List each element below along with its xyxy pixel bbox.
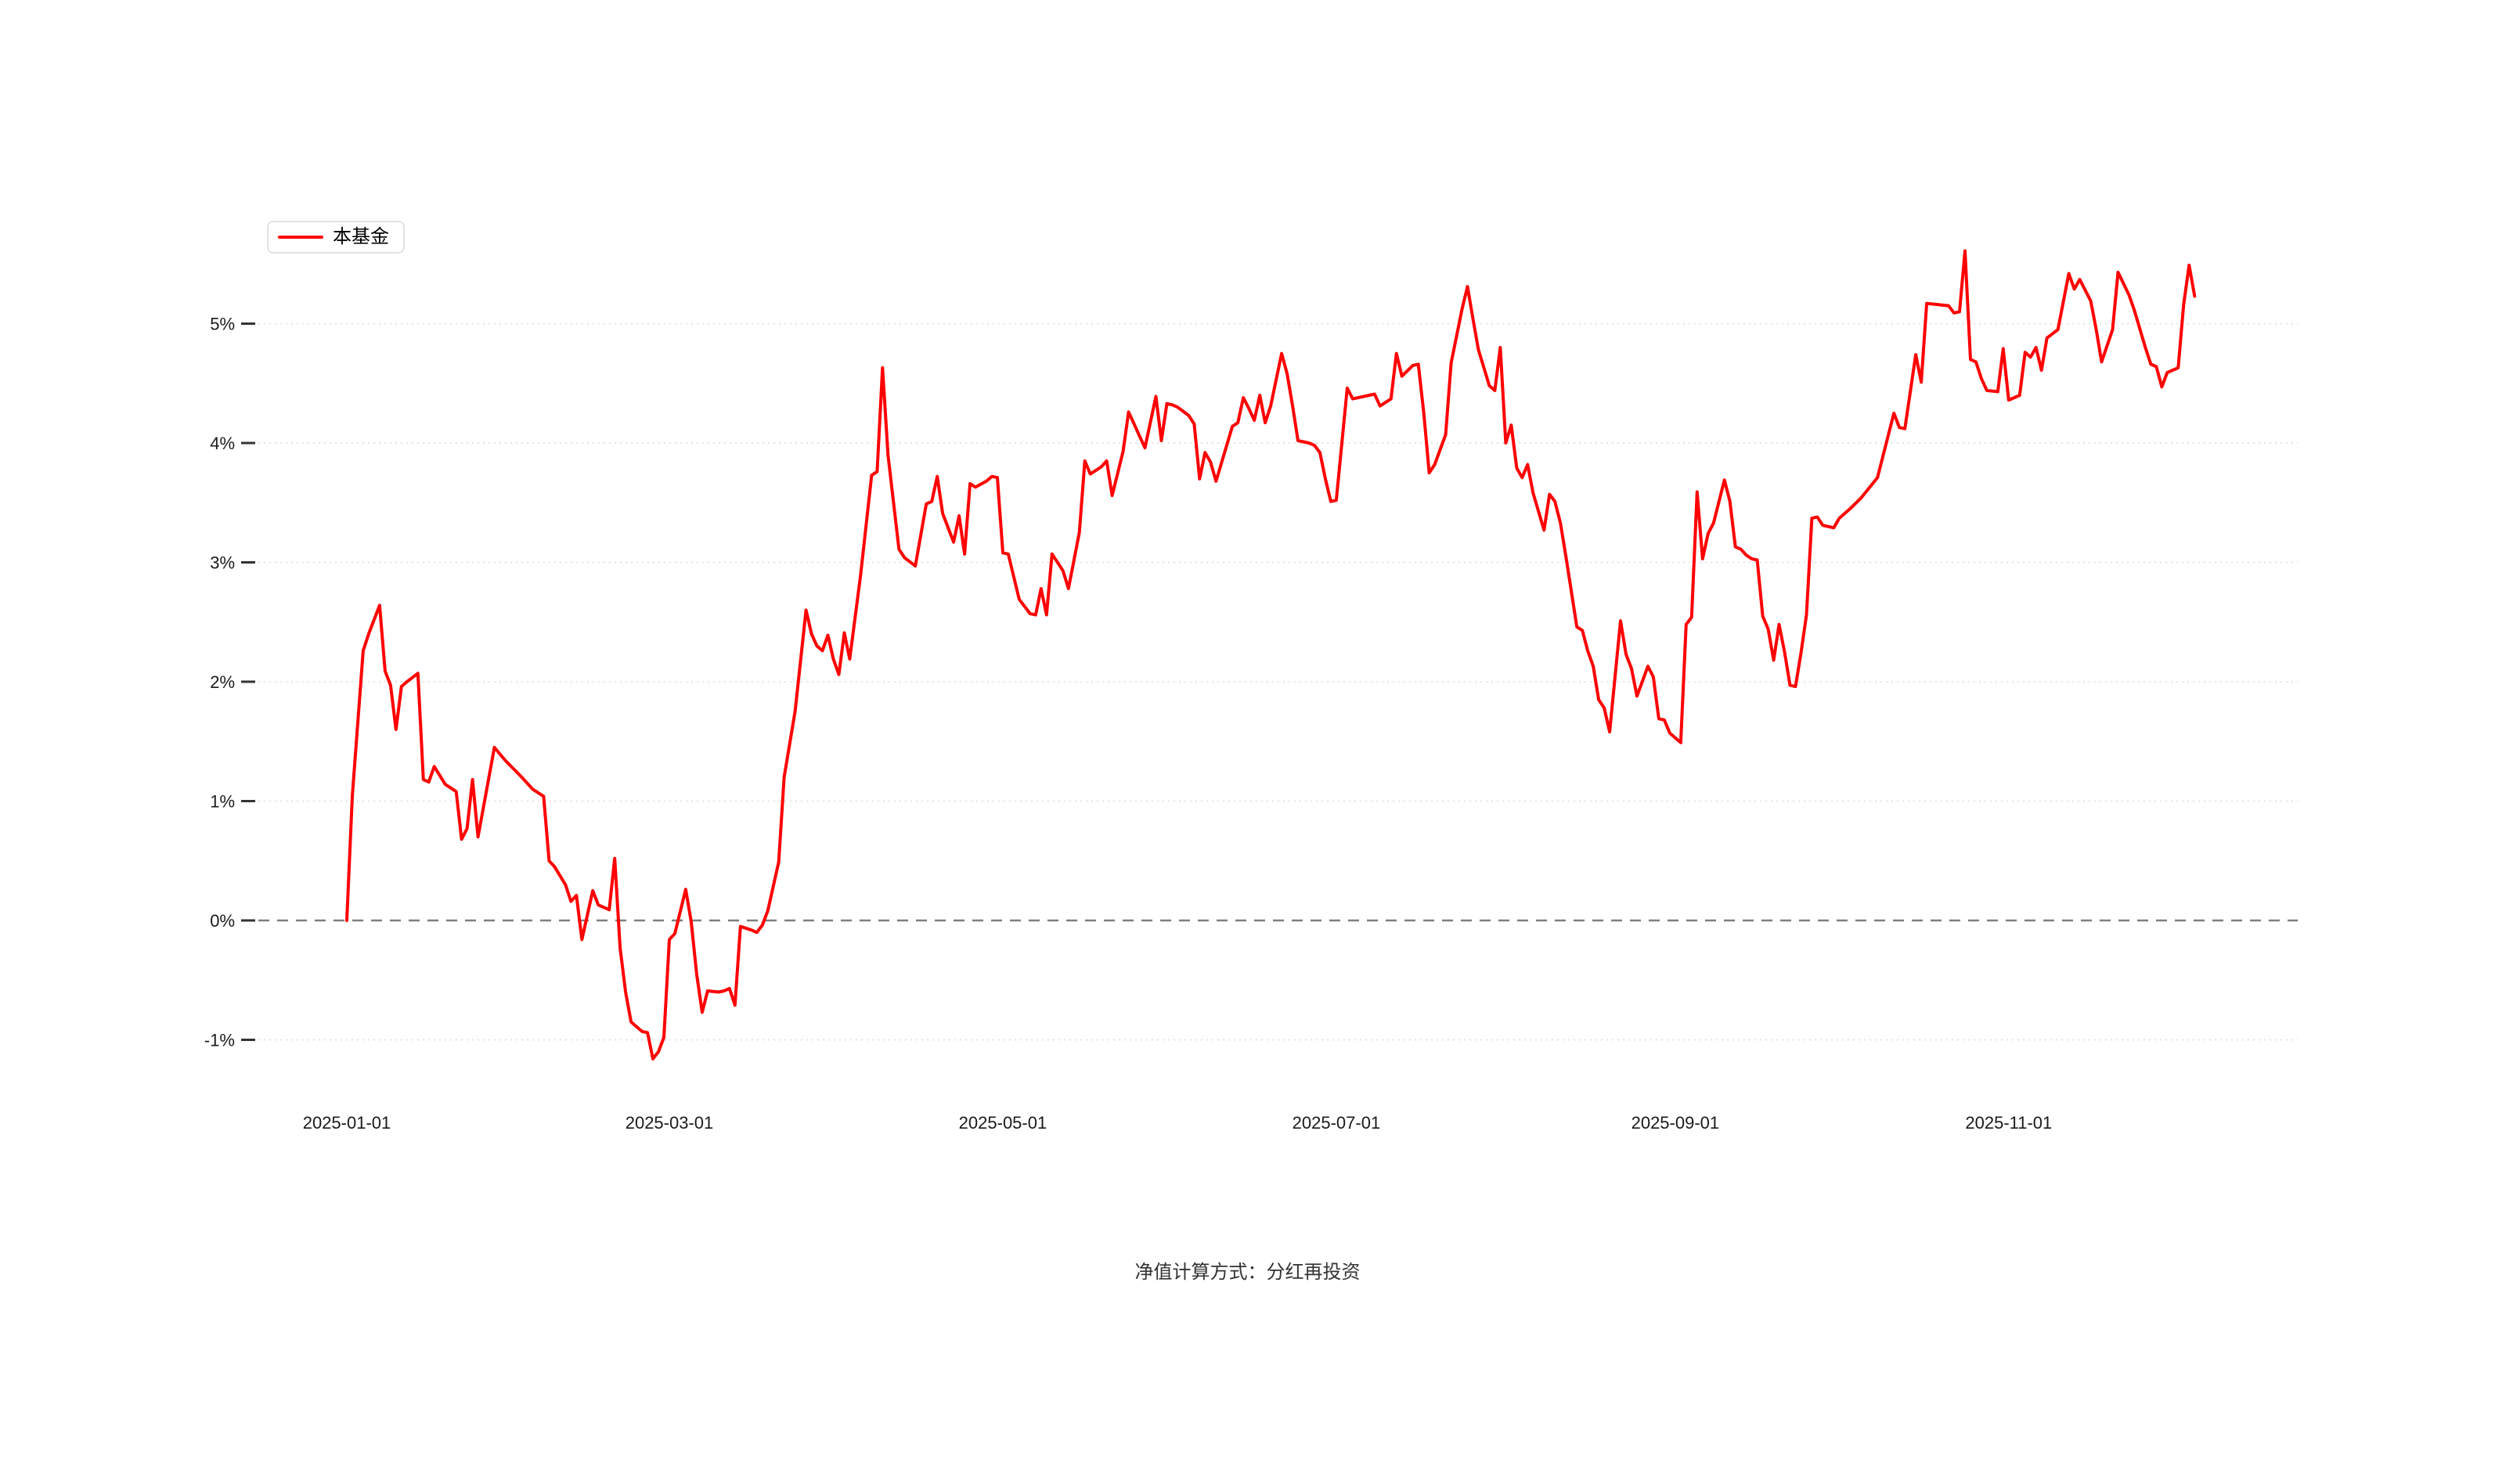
legend-line-swatch <box>278 236 323 239</box>
x-axis-label: 2025-09-01 <box>1631 1113 1720 1133</box>
x-axis-label: 2025-05-01 <box>959 1113 1047 1133</box>
y-axis-label: 3% <box>210 553 235 573</box>
x-axis-label: 2025-03-01 <box>626 1113 714 1133</box>
x-axis-label: 2025-11-01 <box>1965 1113 2052 1133</box>
x-axis-label: 2025-01-01 <box>303 1113 391 1133</box>
fund-line[interactable] <box>345 249 2197 1061</box>
legend-label: 本基金 <box>333 226 389 247</box>
x-axis-label: 2025-07-01 <box>1293 1113 1381 1133</box>
y-axis-label: 2% <box>210 672 235 692</box>
legend-item-fund[interactable]: 本基金 <box>267 221 405 254</box>
nav-calculation-note: 净值计算方式：分红再投资 <box>1134 1262 1361 1283</box>
y-axis-label: -1% <box>204 1031 235 1050</box>
y-axis-label: 5% <box>210 315 235 334</box>
y-axis-label: 1% <box>210 792 235 812</box>
y-axis-label: 0% <box>210 911 235 931</box>
y-axis-label: 4% <box>210 434 235 453</box>
